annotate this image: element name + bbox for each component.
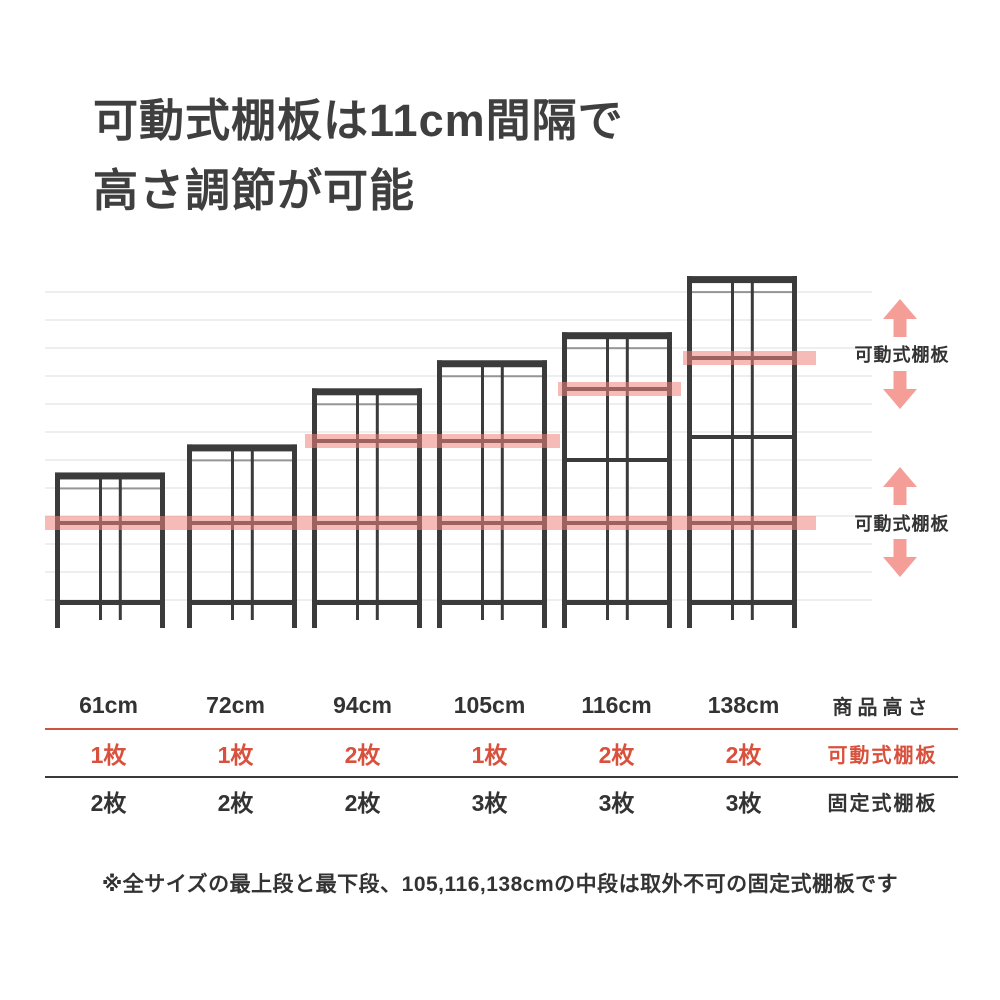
row-header: 商品高さ — [832, 696, 933, 719]
table-cell: 2枚 — [217, 790, 254, 816]
arrow-up-icon — [883, 299, 917, 337]
spec-table: 61cm 72cm 94cm 105cm 116cm 138cm 商品高さ 1枚 1枚 2枚 1枚 2… — [45, 682, 958, 824]
movable-row: 1枚 1枚 2枚 1枚 2枚 2枚 可動式棚板 — [45, 730, 958, 776]
fixed-row: 2枚 2枚 2枚 3枚 3枚 3枚 固定式棚板 — [45, 778, 958, 824]
shelf-unit-72cm — [187, 444, 297, 628]
shelf-unit-94cm — [312, 388, 422, 628]
height-row: 61cm 72cm 94cm 105cm 116cm 138cm 商品高さ — [45, 682, 958, 728]
table-cell: 1枚 — [471, 742, 508, 768]
shelf-unit-61cm — [55, 472, 165, 628]
table-cell: 105cm — [453, 691, 526, 718]
title-line-2: 高さ調節が可能 — [93, 164, 416, 216]
arrow-down-icon — [883, 371, 917, 409]
table-cell: 3枚 — [598, 790, 635, 816]
table-cell: 1枚 — [217, 742, 254, 768]
title-line-1: 可動式棚板は11cm間隔で — [93, 95, 624, 146]
row-header: 固定式棚板 — [827, 792, 938, 815]
table-cell: 2枚 — [598, 742, 635, 768]
table-cell: 72cm — [206, 691, 265, 718]
row-header: 可動式棚板 — [827, 744, 938, 767]
table-cell: 94cm — [333, 691, 392, 718]
table-divider — [45, 728, 958, 730]
table-cell: 3枚 — [725, 790, 762, 816]
footnote: ※全サイズの最上段と最下段、105,116,138cmの中段は取外不可の固定式棚… — [101, 873, 899, 896]
table-cell: 3枚 — [471, 790, 508, 816]
table-cell: 2枚 — [90, 790, 127, 816]
table-cell: 116cm — [581, 691, 652, 718]
movable-shelf-label-bottom: 可動式棚板 — [854, 514, 950, 534]
movable-shelf-highlights — [45, 351, 816, 530]
shelf-unit-138cm — [687, 276, 797, 628]
arrow-down-icon — [883, 539, 917, 577]
table-cell: 2枚 — [344, 742, 381, 768]
shelf-unit-116cm — [562, 332, 672, 628]
table-cell: 61cm — [79, 691, 138, 718]
movable-shelf-label-top: 可動式棚板 — [854, 345, 950, 365]
arrow-up-icon — [883, 467, 917, 505]
table-cell: 1枚 — [90, 742, 127, 768]
table-cell: 2枚 — [725, 742, 762, 768]
shelf-unit-105cm — [437, 360, 547, 628]
table-cell: 138cm — [707, 691, 780, 718]
table-divider — [45, 776, 958, 778]
page-title: 可動式棚板は11cm間隔で 高さ調節が可能 — [93, 86, 624, 226]
table-cell: 2枚 — [344, 790, 381, 816]
